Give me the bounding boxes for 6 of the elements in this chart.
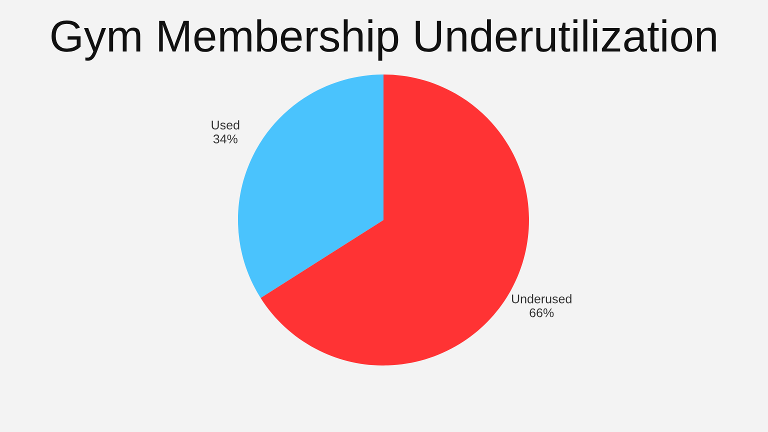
chart-title: Gym Membership Underutilization bbox=[52, 19, 716, 61]
data-label: 66% bbox=[530, 308, 554, 318]
data-label: 34% bbox=[213, 134, 238, 144]
slice-label: Used bbox=[212, 120, 240, 130]
slice-label: Underused bbox=[512, 294, 572, 304]
pie-slice bbox=[238, 74, 384, 298]
